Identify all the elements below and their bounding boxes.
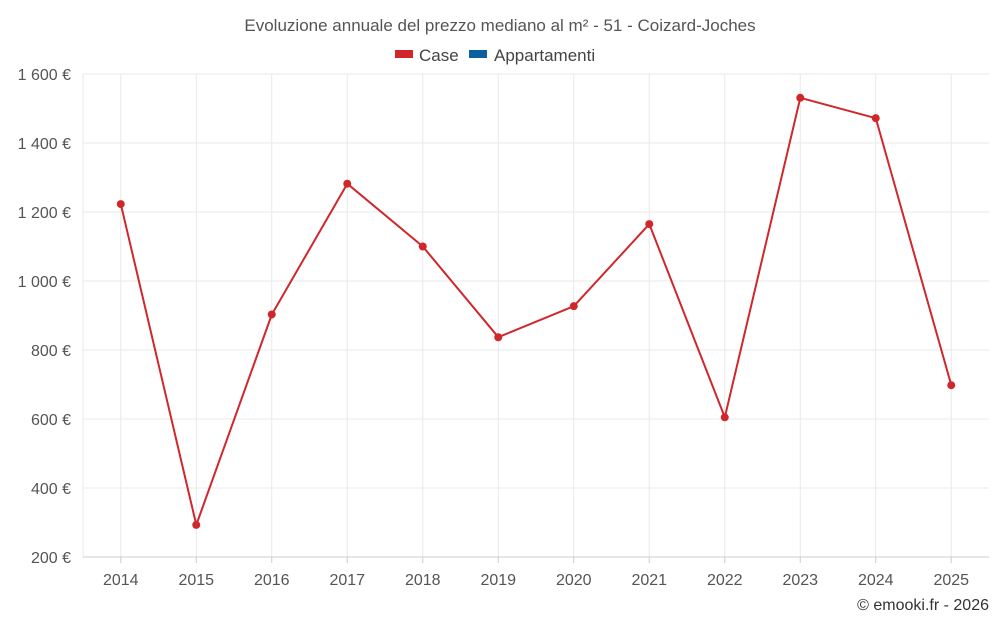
y-tick-label: 800 € (31, 343, 71, 360)
data-point-case-2015[interactable]: 2015: 293 € (192, 520, 201, 529)
legend-swatch-appartamenti (469, 50, 487, 58)
legend: Case Appartamenti (395, 46, 595, 65)
y-tick-label: 400 € (31, 481, 71, 498)
data-point-case-2016[interactable]: 2016: 903 € (267, 310, 276, 319)
x-tick-label: 2018 (405, 572, 441, 589)
grid (82, 73, 989, 557)
data-point-case-2020[interactable]: 2020: 927 € (569, 302, 578, 311)
credit-text: © emooki.fr - 2026 (857, 597, 989, 614)
data-point-case-2022[interactable]: 2022: 605 € (720, 413, 729, 422)
x-tick-label: 2015 (178, 572, 214, 589)
data-point-case-2018[interactable]: 2018: 1100 € (418, 242, 427, 251)
y-axis: 200 € 400 € 600 € 800 € 1 000 € 1 200 € 1 400 … (18, 67, 71, 567)
legend-label-case[interactable]: Case (419, 46, 459, 65)
y-tick-label: 1 600 € (18, 67, 71, 84)
data-point-case-2017[interactable]: 2017: 1282 € (343, 179, 352, 188)
data-point-case-2014[interactable]: 2014: 1223 € (116, 200, 125, 209)
x-tick-label: 2017 (329, 572, 365, 589)
x-tick-label: 2014 (103, 572, 139, 589)
x-tick-label: 2024 (858, 572, 894, 589)
legend-swatch-case (395, 50, 413, 58)
y-tick-label: 1 000 € (18, 274, 71, 291)
data-point-case-2019[interactable]: 2019: 837 € (494, 333, 503, 342)
data-point-case-2023[interactable]: 2023: 1531 € (796, 93, 805, 102)
x-tick-label: 2023 (782, 572, 818, 589)
data-point-case-2021[interactable]: 2021: 1165 € (645, 220, 654, 229)
x-tick-label: 2020 (556, 572, 592, 589)
data-point-case-2025[interactable]: 2025: 698 € (947, 381, 956, 390)
series-line-case (119, 96, 953, 526)
y-tick-label: 1 400 € (18, 136, 71, 153)
data-point-case-2024[interactable]: 2024: 1472 € (871, 114, 880, 123)
x-axis: 2014 2015 2016 2017 2018 2019 2020 2021 2022 2023… (83, 556, 989, 589)
y-tick-label: 600 € (31, 412, 71, 429)
legend-label-appartamenti[interactable]: Appartamenti (494, 46, 595, 65)
x-tick-label: 2019 (480, 572, 516, 589)
y-tick-label: 1 200 € (18, 205, 71, 222)
chart-title: Evoluzione annuale del prezzo mediano al… (244, 16, 755, 35)
x-tick-label: 2016 (254, 572, 290, 589)
series-layer: 2014: 1223 € 2015: 293 € 2016: 903 € 2017: … (116, 93, 956, 529)
x-tick-label: 2025 (933, 572, 969, 589)
x-tick-label: 2021 (631, 572, 667, 589)
y-tick-label: 200 € (31, 550, 71, 567)
x-tick-label: 2022 (707, 572, 743, 589)
